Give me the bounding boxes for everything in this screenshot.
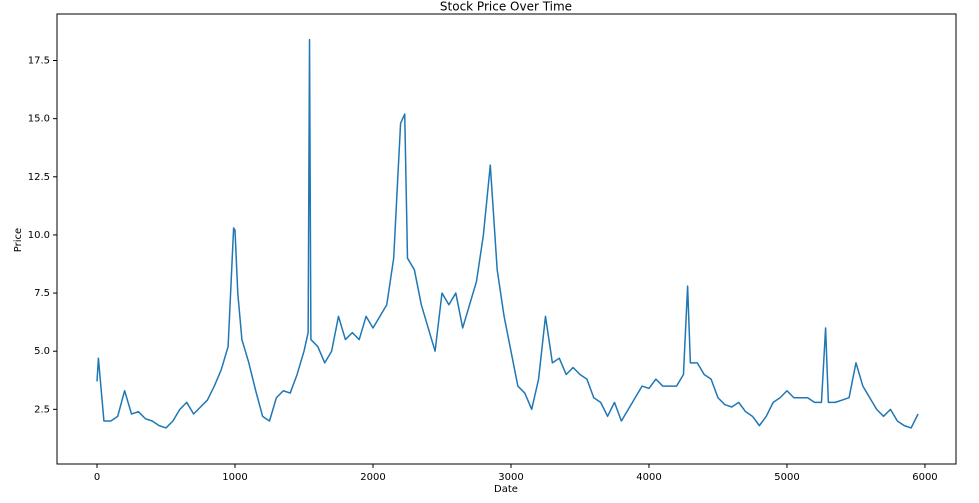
x-tick-label: 1000	[222, 472, 247, 483]
x-tick-label: 3000	[498, 472, 523, 483]
y-tick-label: 12.5	[28, 172, 50, 183]
chart-title: Stock Price Over Time	[440, 0, 572, 14]
y-tick-label: 10.0	[28, 230, 50, 241]
x-axis-label: Date	[494, 484, 518, 495]
y-tick-label: 7.5	[34, 288, 50, 299]
x-tick-label: 5000	[774, 472, 799, 483]
plot-frame	[56, 13, 957, 465]
x-tick-label: 4000	[636, 472, 661, 483]
y-tick-label: 2.5	[34, 404, 50, 415]
x-tick-label: 2000	[360, 472, 385, 483]
y-tick-label: 15.0	[28, 114, 50, 125]
x-tick-label: 6000	[912, 472, 937, 483]
x-tick-label: 0	[94, 472, 100, 483]
y-tick-label: 17.5	[28, 56, 50, 67]
y-tick-label: 5.0	[34, 346, 50, 357]
y-axis-label: Price	[13, 228, 24, 252]
price-line	[96, 38, 919, 429]
